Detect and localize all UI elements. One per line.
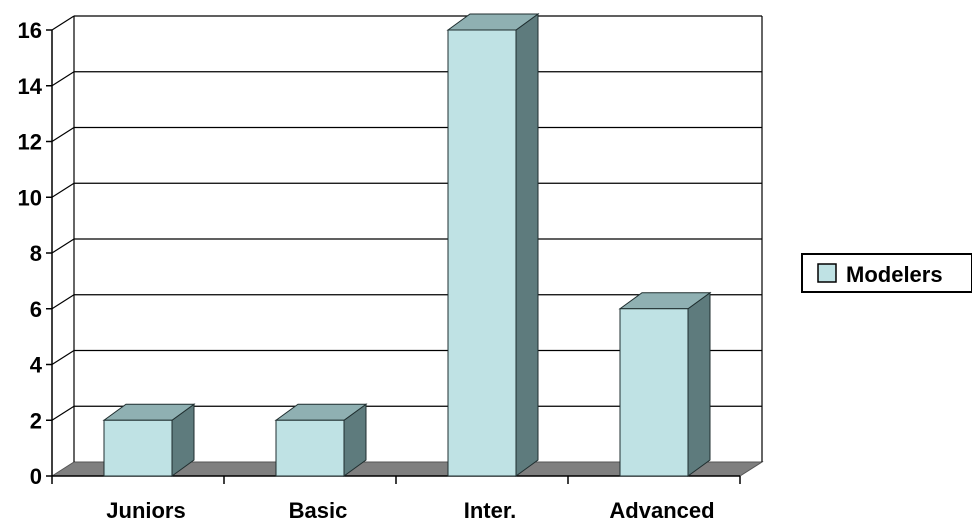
x-tick-label: Basic [289,498,348,521]
bar [446,13,540,477]
bar [274,403,368,477]
gridline-side [51,182,75,198]
y-tick-label: 2 [30,408,42,433]
x-axis-tick-labels: Juniors Basic Inter. Advanced [106,498,714,521]
bar [102,403,196,477]
gridline-side [51,405,75,421]
x-tick-label: Inter. [464,498,517,521]
bars [102,13,712,477]
legend-label-modelers: Modelers [846,262,943,287]
y-tick-label: 0 [30,464,42,489]
x-tick-label: Juniors [106,498,185,521]
legend: Modelers [801,253,972,293]
legend-swatch-modelers [817,263,837,283]
y-tick-label: 16 [18,18,42,43]
gridline-side [51,238,75,254]
y-tick-label: 14 [18,74,43,99]
bar-side [515,13,539,477]
legend-box [801,253,972,293]
bar-front [447,29,517,477]
gridline-side [51,15,75,31]
bar-side [687,291,711,477]
y-tick-label: 10 [18,185,42,210]
y-tick-label: 6 [30,297,42,322]
bar-front [619,308,689,477]
x-tick-label: Advanced [609,498,714,521]
gridline-side [51,349,75,366]
y-tick-label: 4 [30,353,43,378]
gridline-side [51,71,75,87]
gridline-side [51,294,75,310]
bar [618,291,712,477]
y-tick-label: 8 [30,241,42,266]
gridline-side [51,126,75,143]
y-axis-tick-labels: 0 2 4 6 8 10 12 14 16 [18,18,43,489]
y-tick-label: 12 [18,130,42,155]
bar-front [103,419,173,477]
bar-front [275,419,345,477]
